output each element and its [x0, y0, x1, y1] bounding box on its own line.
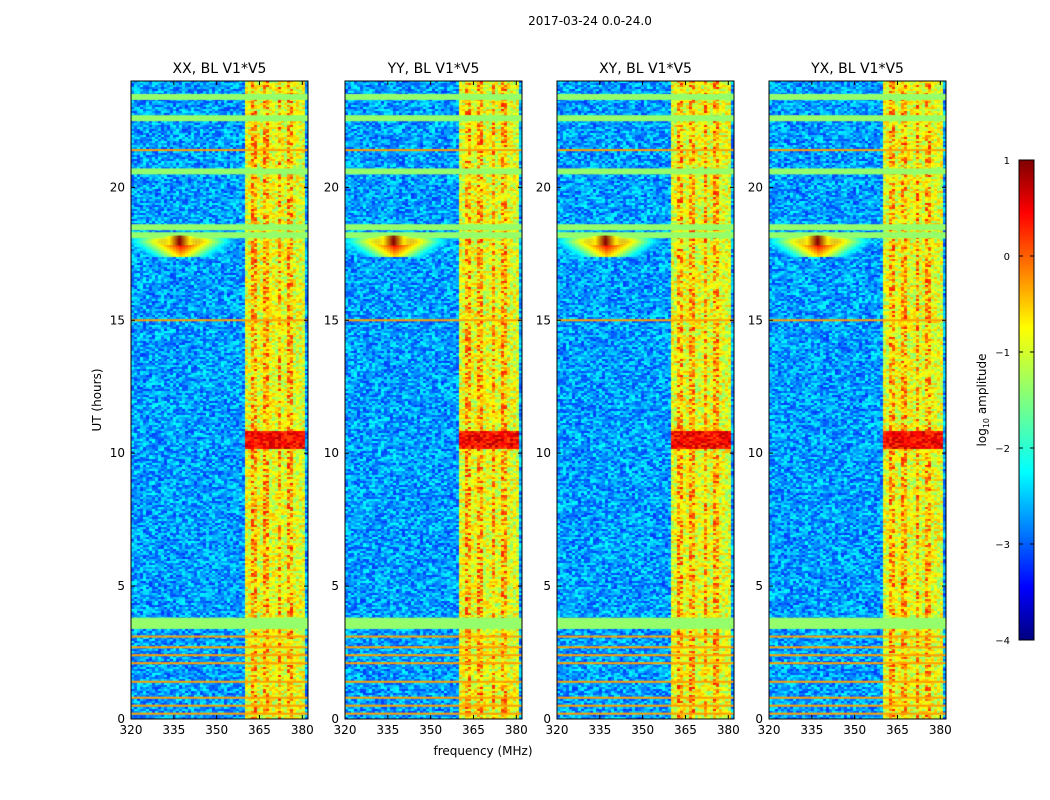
y-tick-label: 0: [331, 712, 339, 726]
burst-mark: [791, 235, 844, 246]
y-tick-label: 20: [110, 180, 125, 194]
x-tick-label: 380: [291, 723, 314, 737]
y-tick-label: 0: [117, 712, 125, 726]
x-tick-label: 350: [419, 723, 442, 737]
panel-title: YX, BL V1*V5: [810, 61, 904, 77]
colorbar: 10−1−2−3−4 log10 amplitude: [975, 156, 1035, 647]
panel-frame: [768, 80, 947, 720]
y-tick-label: 10: [748, 446, 763, 460]
colorbar-tick-label: −4: [995, 636, 1010, 647]
colorbar-label-rest: amplitude: [975, 354, 989, 418]
x-tick-label: 320: [546, 723, 569, 737]
panel-frame: [130, 80, 309, 720]
y-tick-label: 10: [324, 446, 339, 460]
panel-xx: XX, BL V1*V5 320 335 350 365 380 0 5 10 15 20: [110, 61, 314, 737]
panel-frame: [556, 80, 735, 720]
y-tick-label: 20: [748, 180, 763, 194]
colorbar-label-sub: 10: [982, 418, 991, 428]
x-tick-label: 350: [843, 723, 866, 737]
y-tick-label: 10: [536, 446, 551, 460]
x-tick-label: 380: [929, 723, 952, 737]
x-tick-label: 335: [162, 723, 185, 737]
burst-mark: [367, 235, 420, 246]
heatmap-image-yy: [345, 81, 522, 719]
y-tick-label: 15: [324, 313, 339, 327]
x-tick-label: 365: [462, 723, 485, 737]
x-tick-label: 380: [505, 723, 528, 737]
colorbar-tick-label: −3: [995, 540, 1010, 551]
colorbar-tick-label: −1: [995, 348, 1010, 359]
figure-suptitle: 2017-03-24 0.0-24.0: [528, 14, 652, 28]
heatmap-image-yx: [769, 81, 946, 719]
x-tick-label: 350: [205, 723, 228, 737]
colorbar-tick-label: −2: [995, 444, 1010, 455]
panel-yx: YX, BL V1*V5 320 335 350 365 380 0 5 10 15 20: [748, 61, 952, 737]
burst-mark: [153, 235, 206, 246]
x-tick-label: 365: [886, 723, 909, 737]
heatmap-image-xy: [557, 81, 734, 719]
x-tick-label: 320: [758, 723, 781, 737]
colorbar-label-base: log: [975, 428, 989, 446]
y-tick-label: 20: [324, 180, 339, 194]
x-tick-label: 320: [120, 723, 143, 737]
panel-title: YY, BL V1*V5: [387, 61, 480, 77]
panel-yy: YY, BL V1*V5 320 335 350 365 380 0 5 10 15 20: [324, 61, 528, 737]
y-tick-label: 10: [110, 446, 125, 460]
y-tick-label: 0: [755, 712, 763, 726]
colorbar-ticks: 1 0 −1 −2 −3 −4: [995, 156, 1034, 647]
colorbar-gradient: [1018, 159, 1035, 641]
panel-title: XY, BL V1*V5: [599, 61, 692, 77]
panel-frame: [344, 80, 523, 720]
colorbar-tick-label: 0: [1004, 252, 1010, 263]
panel-xy: XY, BL V1*V5 320 335 350 365 380 0 5 10 15 20: [536, 61, 740, 737]
y-tick-label: 5: [543, 579, 551, 593]
x-tick-label: 335: [376, 723, 399, 737]
x-tick-label: 320: [334, 723, 357, 737]
colorbar-tick-label: 1: [1004, 156, 1010, 167]
x-tick-label: 365: [674, 723, 697, 737]
panel-title: XX, BL V1*V5: [173, 61, 267, 77]
x-tick-label: 365: [248, 723, 271, 737]
y-tick-label: 5: [117, 579, 125, 593]
x-axis-label: frequency (MHz): [433, 744, 532, 758]
x-tick-label: 335: [800, 723, 823, 737]
heatmap-image-xx: [131, 81, 308, 719]
y-tick-label: 5: [755, 579, 763, 593]
colorbar-label: log10 amplitude: [975, 354, 991, 447]
y-tick-label: 15: [110, 313, 125, 327]
y-tick-label: 15: [536, 313, 551, 327]
burst-mark: [579, 235, 632, 246]
x-tick-label: 335: [588, 723, 611, 737]
x-tick-label: 350: [631, 723, 654, 737]
y-tick-label: 15: [748, 313, 763, 327]
y-tick-label: 5: [331, 579, 339, 593]
y-axis-label: UT (hours): [90, 368, 104, 431]
y-tick-label: 0: [543, 712, 551, 726]
x-tick-label: 380: [717, 723, 740, 737]
y-tick-label: 20: [536, 180, 551, 194]
